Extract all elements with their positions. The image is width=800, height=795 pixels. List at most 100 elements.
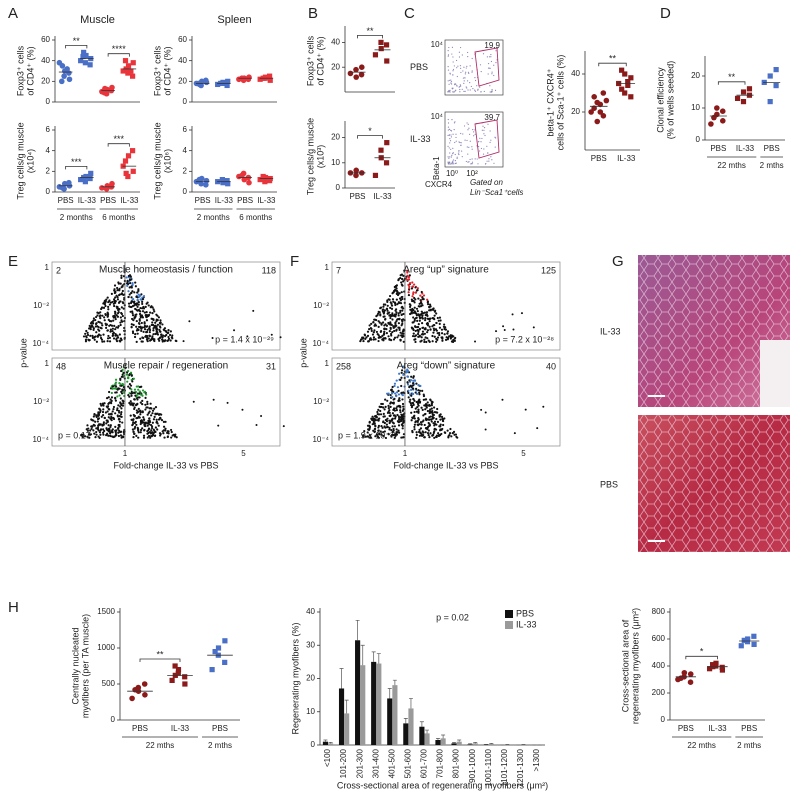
gene-point <box>109 434 112 437</box>
flow-event <box>478 145 480 148</box>
gene-point <box>170 436 173 439</box>
gene-point <box>520 312 523 315</box>
flow-event <box>460 67 462 69</box>
flow-event <box>488 160 490 162</box>
flow-y-tick: 10⁴ <box>431 40 444 49</box>
flow-event <box>476 158 478 160</box>
p-value: p = 7.2 x 10⁻²⁸ <box>495 334 554 344</box>
gene-point <box>396 317 400 321</box>
highlight-point <box>395 379 398 382</box>
gene-point <box>414 391 417 394</box>
y-tick-label: 4 <box>46 146 51 155</box>
highlight-point <box>409 282 412 285</box>
flow-event <box>454 153 456 156</box>
flow-event <box>448 91 451 93</box>
gene-point <box>159 326 162 329</box>
gene-point <box>379 413 383 416</box>
gene-point <box>121 421 124 424</box>
highlight-point <box>406 375 410 378</box>
gene-point <box>131 310 134 313</box>
gene-point <box>428 416 431 419</box>
gene-point <box>117 427 120 430</box>
gene-point <box>366 435 369 438</box>
gene-point <box>423 436 426 439</box>
significance-label: *** <box>113 134 124 144</box>
gene-point <box>130 394 133 397</box>
gene-point <box>99 334 102 337</box>
gene-point <box>399 302 403 305</box>
gene-point <box>143 424 146 427</box>
gene-point <box>411 309 414 312</box>
gene-point <box>394 309 397 312</box>
flow-event <box>467 123 469 125</box>
gene-point <box>100 404 103 407</box>
gene-point <box>441 339 444 342</box>
flow-event <box>489 67 491 70</box>
data-point <box>358 71 365 78</box>
gene-point <box>428 325 431 328</box>
gene-point <box>446 338 449 341</box>
gene-point <box>399 309 402 313</box>
data-point <box>102 85 108 92</box>
volcano-y-tick: 1 <box>45 359 50 368</box>
gene-point <box>141 336 144 339</box>
gene-point <box>122 371 125 374</box>
volcano-x-tick: 1 <box>123 449 128 458</box>
highlight-point <box>408 287 411 290</box>
gene-point <box>155 329 158 333</box>
flow-event <box>480 147 483 150</box>
gene-point <box>426 401 429 404</box>
gene-point <box>427 418 431 421</box>
data-point <box>215 645 222 651</box>
data-point <box>175 667 182 673</box>
gene-point <box>389 401 393 404</box>
data-point <box>130 60 136 66</box>
left-count: 48 <box>56 361 66 371</box>
flow-event <box>459 65 462 67</box>
significance-label: ** <box>73 36 81 46</box>
flow-event <box>450 129 452 132</box>
flow-event <box>449 138 451 140</box>
flow-event <box>458 51 460 53</box>
gene-point <box>148 423 151 426</box>
flow-event <box>490 60 493 63</box>
gene-point <box>414 316 418 320</box>
gene-point <box>378 335 381 339</box>
gene-point <box>391 292 394 295</box>
x-tick-label: 101-200 <box>339 748 348 778</box>
gene-point <box>139 337 142 340</box>
gene-point <box>391 312 394 315</box>
gene-point <box>388 409 391 412</box>
volcano-y-tick: 10⁻² <box>313 397 329 406</box>
gene-point <box>402 405 405 408</box>
data-point <box>80 53 86 60</box>
flow-event <box>447 69 450 71</box>
significance-label: ** <box>366 26 374 36</box>
gene-point <box>449 427 452 431</box>
gene-point <box>148 417 151 420</box>
data-point <box>169 677 175 683</box>
gene-point <box>382 406 385 409</box>
highlight-point <box>414 291 417 294</box>
data-point <box>353 167 360 174</box>
y-tick-label: 0 <box>183 97 188 106</box>
flow-event <box>493 47 495 49</box>
data-point <box>713 660 719 666</box>
gene-point <box>89 334 92 337</box>
gene-point <box>150 425 154 428</box>
flow-event <box>474 158 476 160</box>
flow-event <box>464 73 466 75</box>
highlight-point <box>127 290 130 293</box>
gene-point <box>95 430 98 434</box>
gene-point <box>153 338 156 341</box>
flow-event <box>459 91 461 93</box>
gene-point <box>394 303 397 307</box>
gene-point <box>173 435 177 438</box>
flow-event <box>460 150 463 152</box>
gene-point <box>155 313 158 316</box>
gene-point <box>380 424 383 428</box>
gene-point <box>116 312 120 315</box>
gene-point <box>414 311 417 315</box>
gene-point <box>438 316 442 319</box>
gene-point <box>104 411 108 414</box>
